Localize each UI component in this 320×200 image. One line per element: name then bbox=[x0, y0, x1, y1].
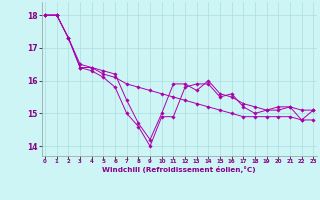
X-axis label: Windchill (Refroidissement éolien,°C): Windchill (Refroidissement éolien,°C) bbox=[102, 166, 256, 173]
